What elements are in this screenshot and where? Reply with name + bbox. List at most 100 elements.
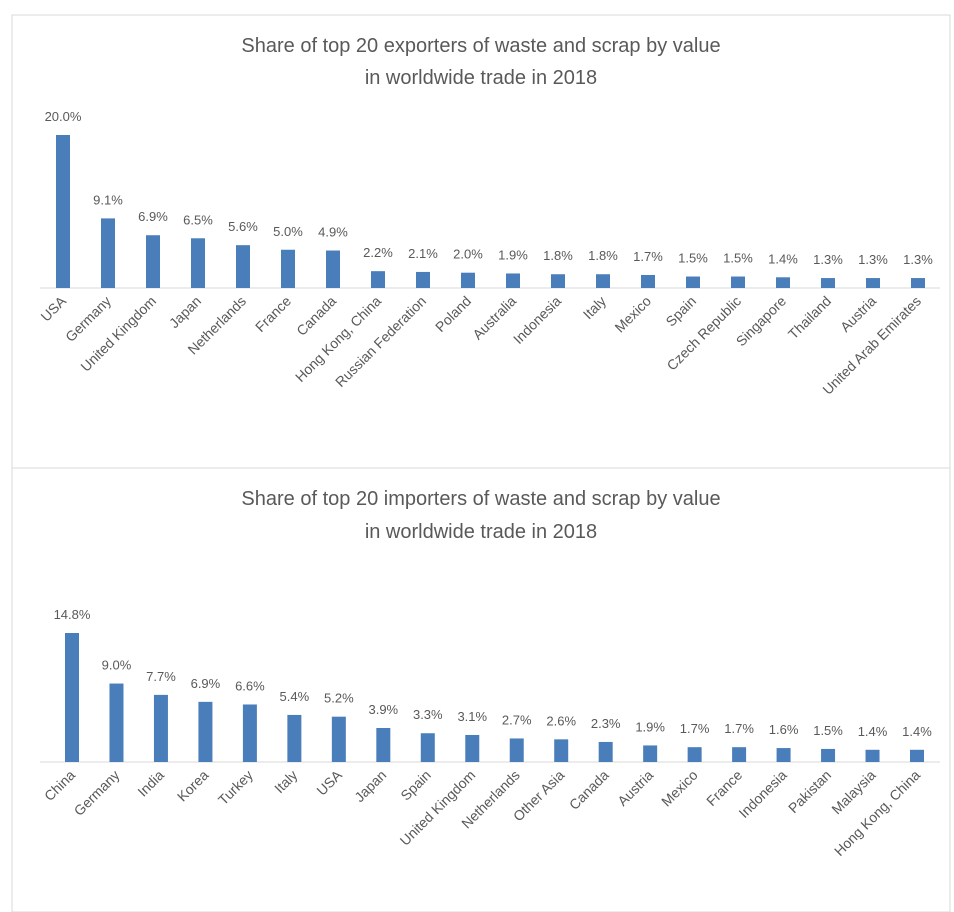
- bar: [65, 633, 79, 762]
- value-label: 2.7%: [502, 712, 532, 727]
- bar: [191, 238, 205, 288]
- bar: [56, 135, 70, 288]
- value-label: 1.3%: [903, 252, 933, 267]
- value-label: 4.9%: [318, 225, 348, 240]
- value-label: 1.9%: [635, 719, 665, 734]
- chart-title: in worldwide trade in 2018: [365, 67, 597, 89]
- category-label: USA: [313, 766, 345, 798]
- bar: [731, 276, 745, 288]
- value-label: 9.0%: [102, 658, 132, 673]
- bar: [551, 274, 565, 288]
- value-label: 6.9%: [138, 209, 168, 224]
- value-label: 20.0%: [45, 109, 82, 124]
- value-label: 1.4%: [858, 724, 888, 739]
- bar: [641, 274, 655, 288]
- category-label: Japan: [351, 767, 389, 805]
- value-label: 1.9%: [498, 247, 528, 262]
- bar: [371, 271, 385, 288]
- category-label: Canada: [566, 767, 612, 813]
- chart-title: in worldwide trade in 2018: [365, 521, 597, 543]
- category-label: USA: [37, 292, 69, 324]
- value-label: 2.2%: [363, 245, 393, 260]
- value-label: 3.1%: [457, 709, 487, 724]
- bar: [911, 278, 925, 288]
- category-label: Thailand: [785, 293, 834, 342]
- category-label: France: [252, 293, 294, 335]
- bar: [331, 716, 346, 762]
- category-label: Pakistan: [785, 767, 834, 816]
- category-label: Austria: [614, 767, 656, 809]
- bar: [153, 694, 168, 762]
- bar: [554, 739, 569, 762]
- value-label: 6.5%: [183, 212, 213, 227]
- value-label: 6.6%: [235, 678, 265, 693]
- category-label: United Kingdom: [397, 767, 479, 849]
- bar: [686, 276, 700, 288]
- chart-title: Share of top 20 importers of waste and s…: [241, 488, 720, 510]
- value-label: 3.9%: [368, 702, 398, 717]
- value-label: 5.2%: [324, 691, 354, 706]
- bar: [236, 245, 250, 288]
- value-label: 7.7%: [146, 669, 176, 684]
- category-label: Poland: [432, 293, 474, 335]
- bar: [732, 747, 747, 762]
- value-label: 1.7%: [680, 721, 710, 736]
- bar: [821, 278, 835, 288]
- value-label: 1.6%: [769, 722, 799, 737]
- value-label: 1.8%: [543, 248, 573, 263]
- value-label: 1.5%: [723, 251, 753, 266]
- category-label: Indonesia: [735, 767, 789, 821]
- bar: [506, 273, 520, 288]
- category-label: Italy: [271, 767, 300, 796]
- value-label: 3.3%: [413, 707, 443, 722]
- bar: [326, 250, 340, 288]
- category-label: China: [41, 767, 78, 804]
- category-label: Turkey: [215, 767, 256, 808]
- value-label: 6.9%: [191, 676, 221, 691]
- category-label: Mexico: [611, 293, 654, 336]
- value-label: 5.0%: [273, 224, 303, 239]
- bar: [242, 704, 257, 762]
- value-label: 14.8%: [54, 607, 91, 622]
- category-label: Spain: [397, 767, 434, 804]
- value-label: 1.3%: [813, 252, 843, 267]
- bar: [146, 235, 160, 288]
- category-label: France: [703, 767, 745, 809]
- value-label: 2.0%: [453, 247, 483, 262]
- bar: [465, 734, 480, 762]
- bar: [198, 701, 213, 762]
- bar: [776, 748, 791, 762]
- category-label: Germany: [71, 767, 123, 819]
- value-label: 1.8%: [588, 248, 618, 263]
- bar: [596, 274, 610, 288]
- category-label: Korea: [174, 767, 212, 805]
- bar: [776, 277, 790, 288]
- value-label: 5.6%: [228, 219, 258, 234]
- category-label: Japan: [166, 293, 204, 331]
- category-label: Singapore: [733, 293, 790, 350]
- bar: [598, 741, 613, 762]
- value-label: 2.3%: [591, 716, 621, 731]
- bar: [821, 748, 836, 762]
- bar: [509, 738, 524, 762]
- value-label: 1.3%: [858, 252, 888, 267]
- bar: [420, 733, 435, 762]
- bar: [687, 747, 702, 762]
- bar: [643, 745, 658, 762]
- category-label: Indonesia: [510, 293, 564, 347]
- value-label: 9.1%: [93, 192, 123, 207]
- bar: [461, 272, 475, 288]
- chart-frame: [11, 467, 951, 912]
- category-label: Mexico: [658, 767, 701, 810]
- value-label: 1.4%: [768, 251, 798, 266]
- bar: [101, 218, 115, 288]
- bar: [287, 714, 302, 762]
- bar: [866, 278, 880, 288]
- value-label: 1.4%: [902, 724, 932, 739]
- value-label: 1.7%: [633, 249, 663, 264]
- value-label: 1.7%: [724, 721, 754, 736]
- category-label: India: [134, 767, 167, 800]
- category-label: Austria: [837, 293, 879, 335]
- category-label: Italy: [580, 293, 609, 322]
